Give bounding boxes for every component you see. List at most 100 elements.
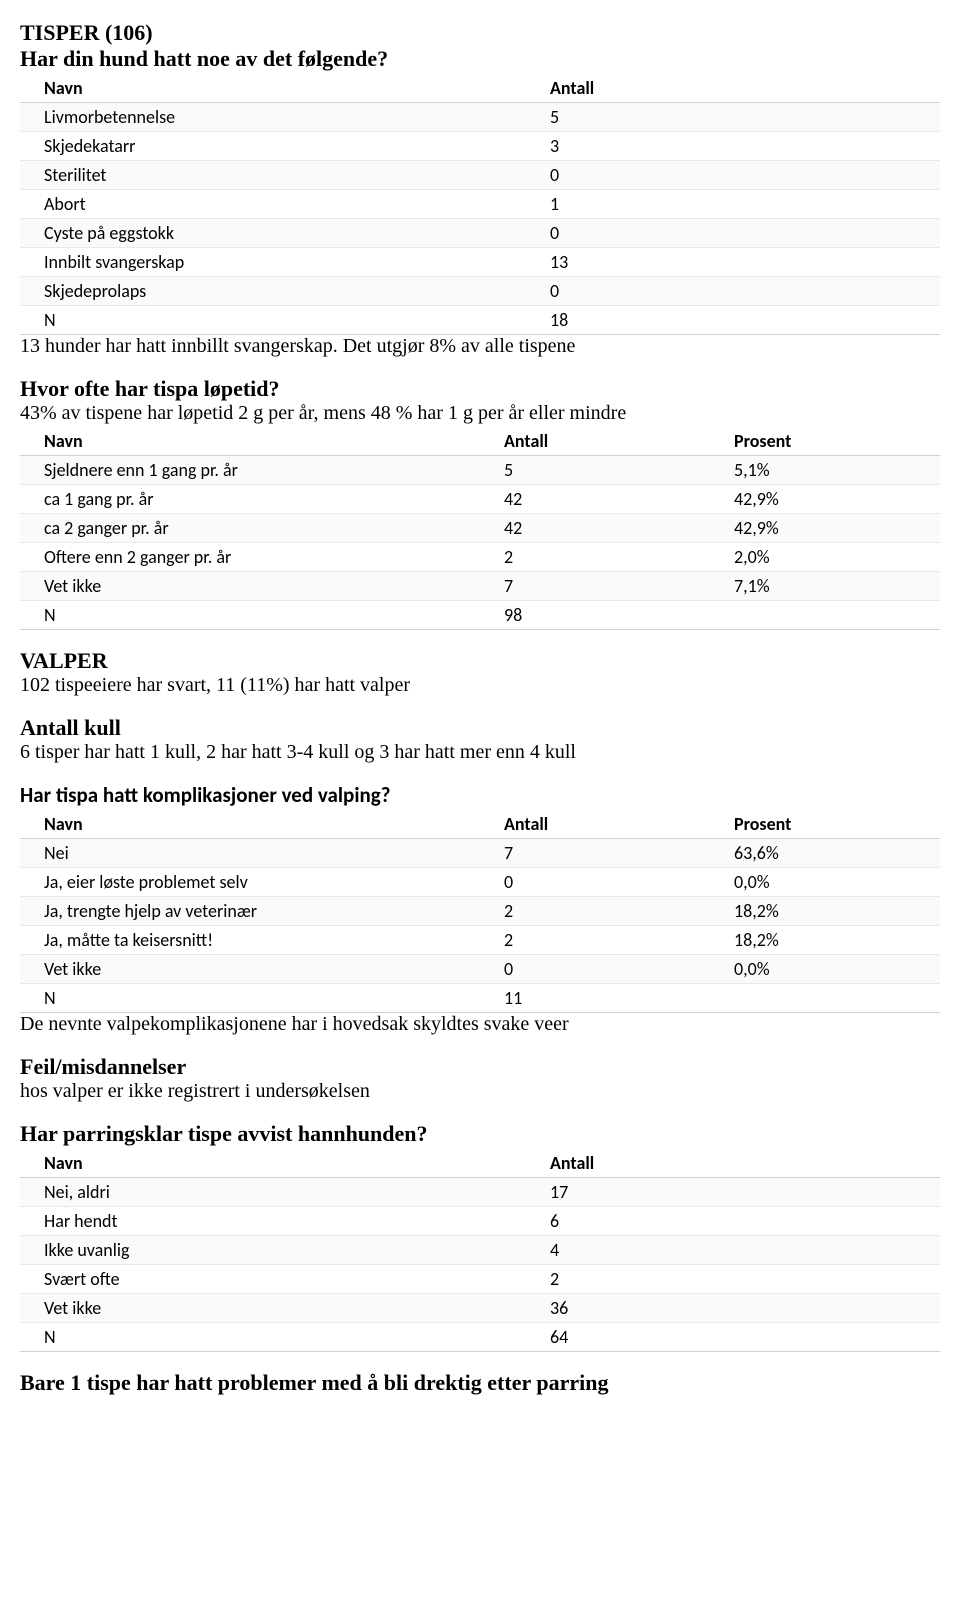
table-header: Navn	[20, 810, 480, 839]
table-row: Innbilt svangerskap13	[20, 248, 940, 277]
table-cell: 42	[480, 514, 710, 543]
table-row: Sterilitet0	[20, 161, 940, 190]
table-cell: Vet ikke	[20, 1294, 526, 1323]
table-cell: N	[20, 601, 480, 630]
table-cell: Vet ikke	[20, 955, 480, 984]
table-conditions: Navn Antall Livmorbetennelse5Skjedekatar…	[20, 74, 940, 335]
table-cell: Vet ikke	[20, 572, 480, 601]
section-intro: 43% av tispene har løpetid 2 g per år, m…	[20, 402, 940, 425]
question-heading: Har tispa hatt komplikasjoner ved valpin…	[20, 782, 940, 808]
table-row: Abort1	[20, 190, 940, 219]
table-header: Navn	[20, 427, 480, 456]
table-row: ca 2 ganger pr. år4242,9%	[20, 514, 940, 543]
table-header: Prosent	[710, 427, 940, 456]
table-cell: 7,1%	[710, 572, 940, 601]
section-intro: 102 tispeeiere har svart, 11 (11%) har h…	[20, 674, 940, 697]
table-cell: 5	[526, 103, 940, 132]
section-komplikasjoner: Har tispa hatt komplikasjoner ved valpin…	[20, 782, 940, 1036]
table-cell: 42,9%	[710, 514, 940, 543]
table-row: Cyste på eggstokk0	[20, 219, 940, 248]
table-cell: 64	[526, 1323, 940, 1352]
table-avvist: Navn Antall Nei, aldri17Har hendt6Ikke u…	[20, 1149, 940, 1352]
table-cell	[710, 984, 940, 1013]
table-header: Antall	[480, 810, 710, 839]
table-cell: 2,0%	[710, 543, 940, 572]
table-row: Svært ofte2	[20, 1265, 940, 1294]
table-cell: 0	[526, 219, 940, 248]
table-row: Sjeldnere enn 1 gang pr. år55,1%	[20, 456, 940, 485]
section-tisper: TISPER (106) Har din hund hatt noe av de…	[20, 20, 940, 358]
table-cell: 0	[480, 955, 710, 984]
table-cell: Sterilitet	[20, 161, 526, 190]
table-cell: Ja, måtte ta keisersnitt!	[20, 926, 480, 955]
table-cell: Ikke uvanlig	[20, 1236, 526, 1265]
table-cell: Abort	[20, 190, 526, 219]
table-cell: 0	[480, 868, 710, 897]
table-cell: N	[20, 984, 480, 1013]
section-lopetid: Hvor ofte har tispa løpetid? 43% av tisp…	[20, 376, 940, 630]
section-title: VALPER	[20, 648, 940, 674]
table-cell: 42,9%	[710, 485, 940, 514]
table-header: Antall	[526, 74, 940, 103]
table-cell: 5	[480, 456, 710, 485]
table-cell: 0,0%	[710, 955, 940, 984]
table-row: Ja, trengte hjelp av veterinær218,2%	[20, 897, 940, 926]
section-note: De nevnte valpekomplikasjonene har i hov…	[20, 1013, 940, 1036]
table-cell: 2	[526, 1265, 940, 1294]
section-antall-kull: Antall kull 6 tisper har hatt 1 kull, 2 …	[20, 715, 940, 764]
table-row: Skjedeprolaps0	[20, 277, 940, 306]
section-intro: 6 tisper har hatt 1 kull, 2 har hatt 3-4…	[20, 741, 940, 764]
table-cell: 18,2%	[710, 897, 940, 926]
table-cell: 1	[526, 190, 940, 219]
table-cell: 18,2%	[710, 926, 940, 955]
table-row: N98	[20, 601, 940, 630]
table-row: Nei, aldri17	[20, 1178, 940, 1207]
table-cell: N	[20, 306, 526, 335]
table-cell: 13	[526, 248, 940, 277]
table-cell: ca 1 gang pr. år	[20, 485, 480, 514]
table-row: Livmorbetennelse5	[20, 103, 940, 132]
table-row: Ja, eier løste problemet selv00,0%	[20, 868, 940, 897]
table-cell: 0	[526, 161, 940, 190]
table-cell: 11	[480, 984, 710, 1013]
table-cell: 0,0%	[710, 868, 940, 897]
section-title: Feil/misdannelser	[20, 1054, 940, 1080]
table-row: Oftere enn 2 ganger pr. år22,0%	[20, 543, 940, 572]
table-komplikasjoner: Navn Antall Prosent Nei763,6%Ja, eier lø…	[20, 810, 940, 1013]
table-cell: 2	[480, 897, 710, 926]
table-cell: Ja, eier løste problemet selv	[20, 868, 480, 897]
table-row: Ja, måtte ta keisersnitt!218,2%	[20, 926, 940, 955]
table-cell: 3	[526, 132, 940, 161]
table-row: ca 1 gang pr. år4242,9%	[20, 485, 940, 514]
section-avvist: Har parringsklar tispe avvist hannhunden…	[20, 1121, 940, 1352]
table-cell: 4	[526, 1236, 940, 1265]
table-row: Vet ikke36	[20, 1294, 940, 1323]
table-cell	[710, 601, 940, 630]
table-cell: 2	[480, 543, 710, 572]
table-cell: Nei	[20, 839, 480, 868]
table-header: Antall	[526, 1149, 940, 1178]
table-cell: 7	[480, 572, 710, 601]
table-cell: Nei, aldri	[20, 1178, 526, 1207]
table-cell: 63,6%	[710, 839, 940, 868]
table-row: Vet ikke77,1%	[20, 572, 940, 601]
section-drektig: Bare 1 tispe har hatt problemer med å bl…	[20, 1370, 940, 1396]
table-row: Har hendt6	[20, 1207, 940, 1236]
section-valper: VALPER 102 tispeeiere har svart, 11 (11%…	[20, 648, 940, 697]
table-cell: 17	[526, 1178, 940, 1207]
table-header: Antall	[480, 427, 710, 456]
table-cell: 2	[480, 926, 710, 955]
table-row: N64	[20, 1323, 940, 1352]
table-header: Navn	[20, 1149, 526, 1178]
table-row: Nei763,6%	[20, 839, 940, 868]
table-cell: 6	[526, 1207, 940, 1236]
table-cell: Svært ofte	[20, 1265, 526, 1294]
section-feil: Feil/misdannelser hos valper er ikke reg…	[20, 1054, 940, 1103]
table-cell: Oftere enn 2 ganger pr. år	[20, 543, 480, 572]
question-heading: Har din hund hatt noe av det følgende?	[20, 46, 940, 72]
table-cell: Ja, trengte hjelp av veterinær	[20, 897, 480, 926]
table-cell: Innbilt svangerskap	[20, 248, 526, 277]
table-row: N18	[20, 306, 940, 335]
table-row: N11	[20, 984, 940, 1013]
table-lopetid: Navn Antall Prosent Sjeldnere enn 1 gang…	[20, 427, 940, 630]
